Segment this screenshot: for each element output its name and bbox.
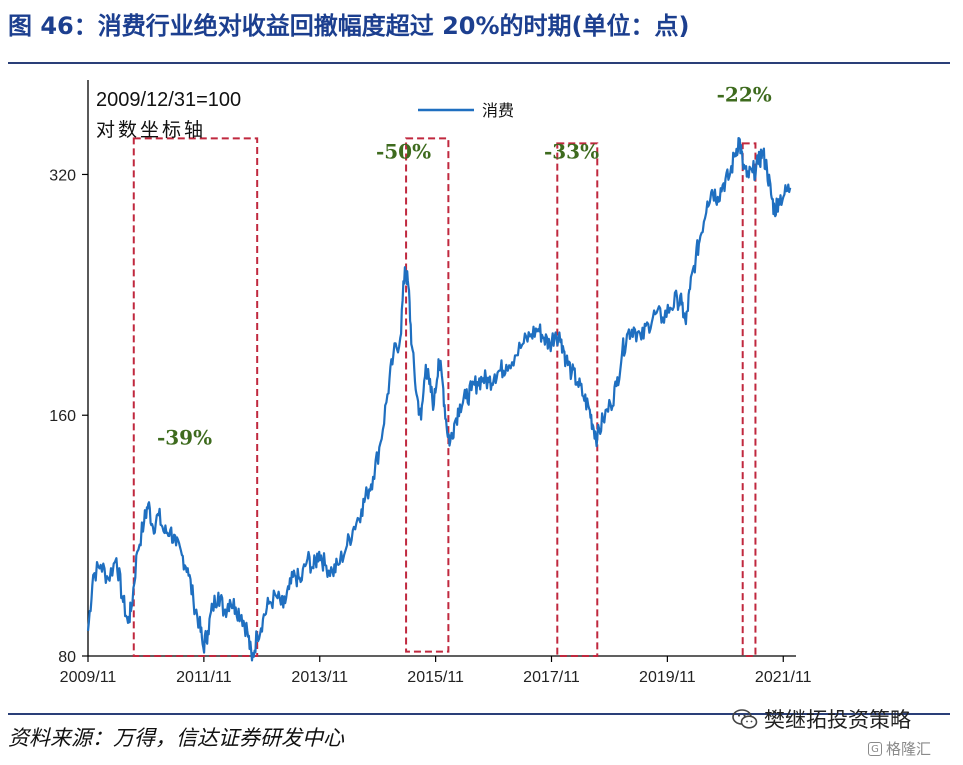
brand-name: 樊继拓投资策略 (764, 704, 911, 734)
x-tick-label: 2021/11 (755, 669, 812, 686)
drawdown-period-box (743, 143, 756, 656)
x-tick-label: 2017/11 (523, 669, 580, 686)
axis-note-log: 对数坐标轴 (96, 119, 206, 141)
drawdown-period-box (406, 138, 448, 651)
x-tick-label: 2013/11 (291, 669, 348, 686)
y-tick-label: 80 (58, 649, 76, 666)
drawdown-label: -39% (157, 426, 212, 450)
brand-label: 樊继拓投资策略 (732, 704, 911, 734)
drawdown-period-box (557, 143, 597, 656)
drawdown-label: -22% (717, 82, 772, 106)
wechat-icon (732, 709, 758, 729)
watermark: G 格隆汇 (868, 738, 931, 759)
drawdown-label: -50% (376, 140, 431, 164)
y-tick-label: 320 (49, 167, 76, 184)
series-line-consumer (88, 138, 790, 660)
x-tick-label: 2011/11 (176, 669, 232, 686)
source-note: 资料来源：万得，信达证券研发中心 (8, 722, 344, 752)
drawdown-period-box (134, 138, 257, 656)
axis-note-base: 2009/12/31=100 (96, 89, 241, 111)
drawdown-label: -33% (544, 140, 599, 164)
legend-label: 消费 (482, 101, 514, 120)
x-tick-label: 2009/11 (60, 669, 117, 686)
consumer-index-chart: 80 160 320 2009/11 2011/11 2013/11 2015/11 2017… (0, 66, 963, 711)
watermark-logo-icon: G (868, 742, 882, 756)
title-divider (8, 62, 950, 64)
y-tick-label: 160 (49, 408, 76, 425)
page-title: 图 46：消费行业绝对收益回撤幅度超过 20%的时期(单位：点) (8, 6, 958, 41)
watermark-text: 格隆汇 (886, 738, 931, 759)
x-tick-label: 2019/11 (639, 669, 696, 686)
x-tick-label: 2015/11 (407, 669, 464, 686)
